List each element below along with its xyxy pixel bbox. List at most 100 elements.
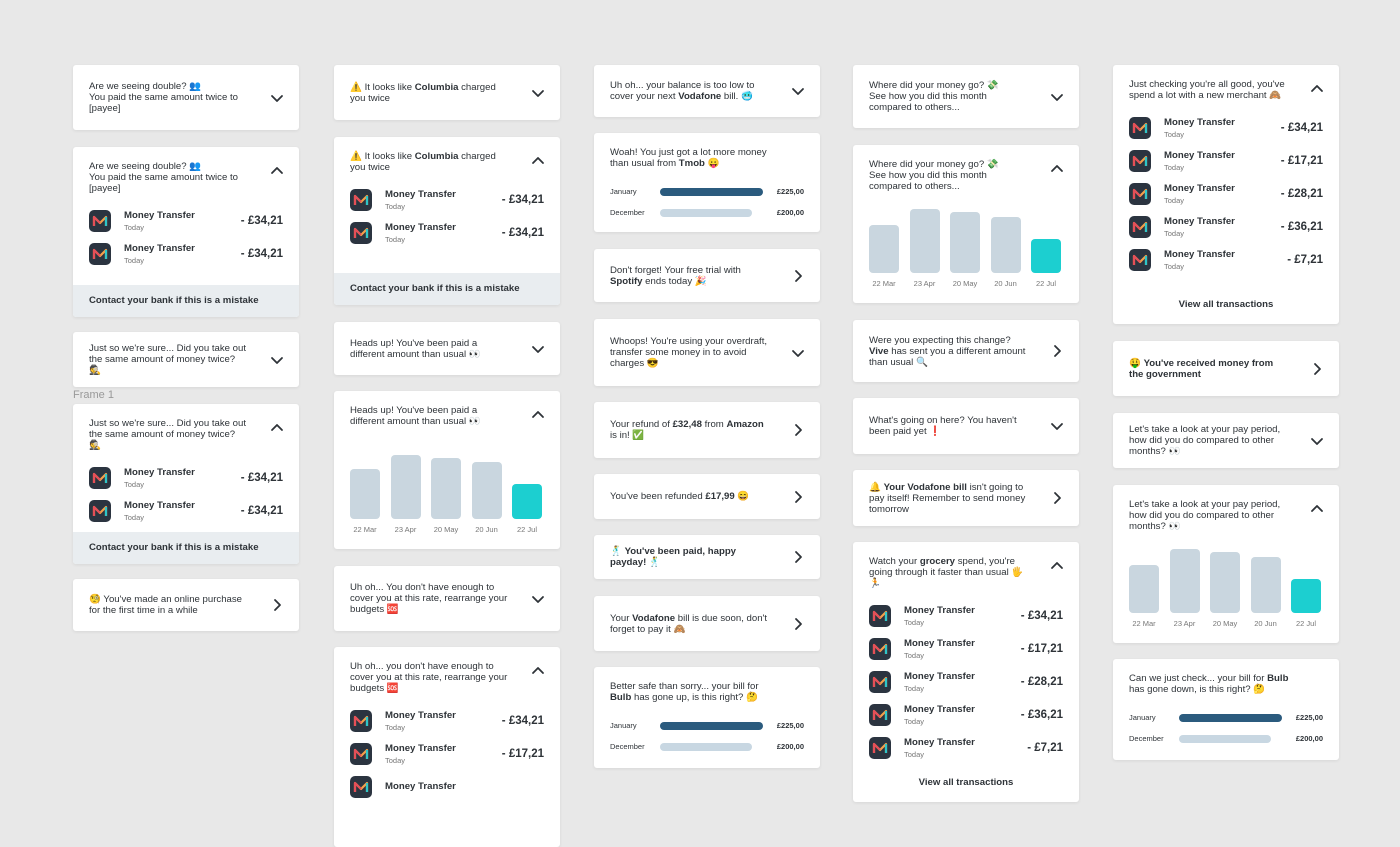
transaction-row[interactable]: Money Transfer Today - £34,21 — [89, 494, 283, 527]
chevron[interactable] — [269, 163, 285, 179]
notification-card[interactable]: Let's take a look at your pay period, ho… — [1113, 485, 1339, 643]
notification-card[interactable]: Whoops! You're using your overdraft, tra… — [594, 319, 820, 386]
notification-card[interactable]: 🤑 You've received money from the governm… — [1113, 341, 1339, 396]
chevron[interactable] — [269, 90, 285, 106]
chevron[interactable] — [790, 489, 806, 505]
notification-card[interactable]: Can we just check... your bill for Bulb … — [1113, 659, 1339, 760]
notification-card[interactable]: Just so we're sure... Did you take out t… — [73, 332, 299, 387]
notification-card[interactable]: Let's take a look at your pay period, ho… — [1113, 413, 1339, 468]
transaction-row[interactable]: Money Transfer Today - £28,21 — [1129, 177, 1323, 210]
transaction-row[interactable]: Money Transfer Today - £36,21 — [1129, 210, 1323, 243]
notification-card[interactable]: Heads up! You've been paid a different a… — [334, 322, 560, 375]
notification-card[interactable]: 🔔 Your Vodafone bill isn't going to pay … — [853, 470, 1079, 526]
transaction-row[interactable]: Money Transfer Today - £34,21 — [89, 204, 283, 237]
notification-card[interactable]: Uh oh... You don't have enough to cover … — [334, 566, 560, 631]
notification-card[interactable]: Watch your grocery spend, you're going t… — [853, 542, 1079, 802]
chevron[interactable] — [530, 153, 546, 169]
notification-card[interactable]: Heads up! You've been paid a different a… — [334, 391, 560, 549]
transaction-info: Money Transfer Today — [124, 243, 195, 265]
notification-card[interactable]: Your Vodafone bill is due soon, don't fo… — [594, 596, 820, 651]
transaction-row[interactable]: Money Transfer — [350, 770, 544, 803]
bar — [950, 212, 980, 273]
notification-card[interactable]: Your refund of £32,48 from Amazon is in!… — [594, 402, 820, 458]
transaction-row[interactable]: Money Transfer Today - £34,21 — [89, 461, 283, 494]
notification-card[interactable]: Where did your money go? 💸 See how you d… — [853, 65, 1079, 128]
chevron[interactable] — [1049, 89, 1065, 105]
merchant-icon — [869, 736, 891, 759]
chevron[interactable] — [530, 85, 546, 101]
bar-label: 20 May — [952, 279, 978, 288]
notification-card[interactable]: 🕺 You've been paid, happy payday! 🕺 — [594, 535, 820, 579]
chevron[interactable] — [530, 663, 546, 679]
transaction-row[interactable]: Money Transfer Today - £17,21 — [1129, 144, 1323, 177]
chevron[interactable] — [790, 549, 806, 565]
notification-card[interactable]: ⚠️ It looks like Columbia charged you tw… — [334, 65, 560, 120]
bar — [909, 209, 940, 273]
transaction-row[interactable]: Money Transfer Today - £34,21 — [350, 704, 544, 737]
transaction-row[interactable]: Money Transfer Today - £17,21 — [350, 737, 544, 770]
chevron[interactable] — [269, 597, 285, 613]
chevron[interactable] — [790, 616, 806, 632]
notification-card[interactable]: ⚠️ It looks like Columbia charged you tw… — [334, 137, 560, 305]
transaction-row[interactable]: Money Transfer Today - £36,21 — [869, 698, 1063, 731]
transaction-date: Today — [385, 755, 406, 765]
chevron[interactable] — [790, 345, 806, 361]
transaction-title: Money Transfer — [385, 742, 456, 754]
notification-card[interactable]: Better safe than sorry... your bill for … — [594, 667, 820, 768]
transaction-row[interactable]: Money Transfer Today - £7,21 — [869, 731, 1063, 764]
chevron[interactable] — [1309, 433, 1325, 449]
chevron[interactable] — [1309, 361, 1325, 377]
merchant-icon — [350, 775, 372, 798]
notification-card[interactable]: Don't forget! Your free trial with Spoti… — [594, 249, 820, 302]
view-all-link[interactable]: View all transactions — [1178, 299, 1274, 310]
chevron[interactable] — [1049, 490, 1065, 506]
transaction-row[interactable]: Money Transfer Today - £7,21 — [1129, 243, 1323, 276]
notification-card[interactable]: Were you expecting this change? Vive has… — [853, 320, 1079, 382]
message: Uh oh... you don't have enough to cover … — [334, 647, 560, 694]
transaction-row[interactable]: Money Transfer Today - £34,21 — [350, 216, 544, 249]
transaction-row[interactable]: Money Transfer Today - £34,21 — [1129, 111, 1323, 144]
merchant-icon — [869, 670, 891, 693]
chevron[interactable] — [1049, 418, 1065, 434]
transaction-row[interactable]: Money Transfer Today - £34,21 — [869, 599, 1063, 632]
notification-card[interactable]: Are we seeing double? 👥 You paid the sam… — [73, 147, 299, 317]
chevron[interactable] — [269, 352, 285, 368]
bar-label: 20 May — [433, 525, 459, 534]
bar — [1169, 549, 1200, 613]
chevron[interactable] — [530, 591, 546, 607]
notification-card[interactable]: Uh oh... your balance is too low to cove… — [594, 65, 820, 117]
notification-card[interactable]: Are we seeing double? 👥 You paid the sam… — [73, 65, 299, 130]
chevron[interactable] — [1309, 81, 1325, 97]
chevron[interactable] — [530, 407, 546, 423]
message: Where did your money go? 💸 See how you d… — [853, 145, 1079, 192]
transaction-date: Today — [904, 683, 925, 693]
transaction-row[interactable]: Money Transfer Today - £28,21 — [869, 665, 1063, 698]
chevron[interactable] — [790, 422, 806, 438]
notification-card[interactable]: Just checking you're all good, you've sp… — [1113, 65, 1339, 324]
notification-card[interactable]: 🧐 You've made an online purchase for the… — [73, 579, 299, 631]
chevron[interactable] — [1049, 558, 1065, 574]
bar-label: 22 Mar — [872, 279, 896, 288]
notification-card[interactable]: Woah! You just got a lot more money than… — [594, 133, 820, 232]
transaction-row[interactable]: Money Transfer Today - £17,21 — [869, 632, 1063, 665]
chevron[interactable] — [790, 268, 806, 284]
transaction-row[interactable]: Money Transfer Today - £34,21 — [350, 183, 544, 216]
notification-card[interactable]: You've been refunded £17,99 😄 — [594, 474, 820, 519]
merchant-icon — [869, 703, 891, 726]
notification-card[interactable]: Uh oh... you don't have enough to cover … — [334, 647, 560, 847]
notification-card[interactable]: Just so we're sure... Did you take out t… — [73, 404, 299, 564]
notification-card[interactable]: What's going on here? You haven't been p… — [853, 398, 1079, 454]
message-text: Woah! You just got a lot more money than… — [610, 147, 767, 169]
message-text: Let's take a look at your pay period, ho… — [1129, 499, 1281, 532]
chevron[interactable] — [269, 420, 285, 436]
chevron[interactable] — [1049, 161, 1065, 177]
transaction-row[interactable]: Money Transfer Today - £34,21 — [89, 237, 283, 270]
chevron[interactable] — [530, 341, 546, 357]
chevron[interactable] — [790, 83, 806, 99]
bar-label: 20 Jun — [994, 279, 1017, 288]
chevron[interactable] — [1049, 343, 1065, 359]
notification-card[interactable]: Where did your money go? 💸 See how you d… — [853, 145, 1079, 303]
comparison-bar — [1179, 713, 1282, 722]
chevron[interactable] — [1309, 501, 1325, 517]
comparison: January £225,00 December £200,00 — [594, 169, 820, 223]
